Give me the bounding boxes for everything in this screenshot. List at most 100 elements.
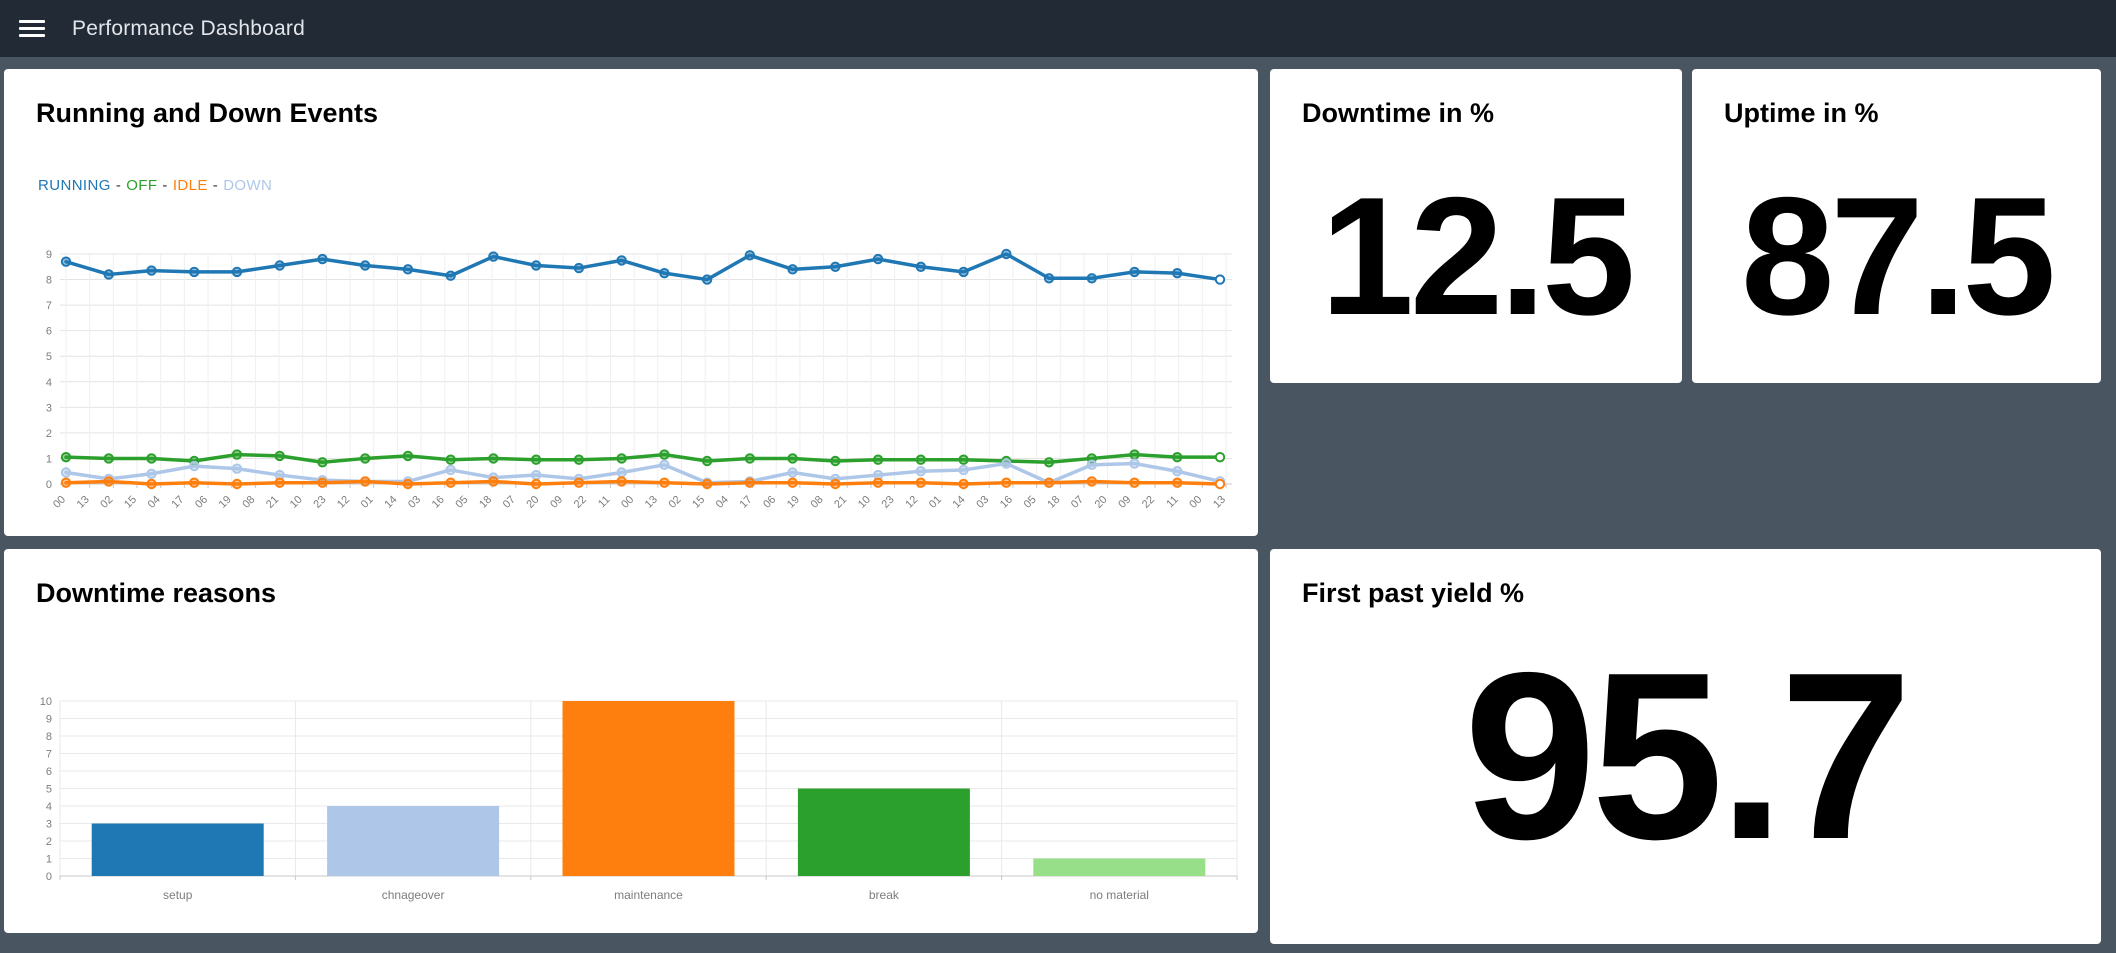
data-point-idle[interactable] bbox=[189, 477, 200, 488]
data-point-running[interactable] bbox=[872, 253, 884, 265]
data-point-idle[interactable] bbox=[1043, 477, 1055, 488]
data-point-idle[interactable] bbox=[1172, 477, 1183, 488]
data-point-idle[interactable] bbox=[1129, 477, 1140, 488]
data-point-down[interactable] bbox=[616, 467, 627, 478]
data-point-idle[interactable] bbox=[359, 476, 371, 487]
data-point-down[interactable] bbox=[1086, 459, 1097, 471]
data-point-off[interactable] bbox=[1172, 451, 1183, 463]
data-point-idle[interactable] bbox=[274, 477, 285, 488]
data-point-down[interactable] bbox=[787, 467, 798, 478]
data-point-idle[interactable] bbox=[958, 478, 969, 490]
data-point-idle[interactable] bbox=[146, 478, 157, 490]
data-point-running[interactable] bbox=[915, 261, 927, 272]
data-point-idle[interactable] bbox=[915, 477, 927, 488]
data-point-off[interactable] bbox=[317, 457, 328, 468]
data-point-running[interactable] bbox=[274, 260, 285, 271]
data-point-idle[interactable] bbox=[60, 477, 72, 488]
data-point-running[interactable] bbox=[573, 262, 585, 274]
data-point-running[interactable] bbox=[787, 264, 798, 275]
data-point-idle[interactable] bbox=[103, 476, 114, 487]
data-point-idle[interactable] bbox=[1086, 476, 1097, 487]
data-point-idle[interactable] bbox=[1214, 478, 1226, 490]
data-point-running[interactable] bbox=[659, 267, 670, 279]
data-point-running[interactable] bbox=[1129, 266, 1140, 278]
data-point-off[interactable] bbox=[701, 455, 713, 467]
data-point-running[interactable] bbox=[60, 256, 72, 267]
data-point-down[interactable] bbox=[915, 466, 927, 477]
data-point-off[interactable] bbox=[359, 453, 371, 464]
data-point-off[interactable] bbox=[103, 453, 114, 464]
menu-icon[interactable] bbox=[19, 16, 45, 41]
data-point-down[interactable] bbox=[958, 464, 969, 476]
data-point-down[interactable] bbox=[659, 459, 670, 471]
data-point-idle[interactable] bbox=[701, 478, 713, 490]
data-point-down[interactable] bbox=[1001, 458, 1012, 469]
data-point-running[interactable] bbox=[1172, 267, 1183, 279]
data-point-running[interactable] bbox=[830, 261, 841, 272]
data-point-off[interactable] bbox=[1214, 451, 1226, 463]
data-point-idle[interactable] bbox=[445, 477, 456, 488]
data-point-running[interactable] bbox=[231, 266, 243, 278]
data-point-off[interactable] bbox=[274, 450, 285, 462]
bar-no-material[interactable] bbox=[1033, 858, 1206, 877]
data-point-off[interactable] bbox=[231, 449, 243, 460]
data-point-running[interactable] bbox=[488, 251, 499, 262]
data-point-running[interactable] bbox=[1001, 248, 1012, 260]
data-point-running[interactable] bbox=[701, 274, 713, 285]
data-point-off[interactable] bbox=[616, 453, 627, 464]
data-point-off[interactable] bbox=[830, 455, 841, 467]
bar-break[interactable] bbox=[797, 788, 970, 877]
data-point-down[interactable] bbox=[1129, 458, 1140, 469]
data-point-down[interactable] bbox=[60, 467, 72, 478]
data-point-running[interactable] bbox=[744, 250, 756, 261]
data-point-down[interactable] bbox=[445, 464, 456, 476]
data-point-running[interactable] bbox=[146, 265, 157, 276]
data-point-running[interactable] bbox=[189, 266, 200, 278]
data-point-off[interactable] bbox=[1043, 457, 1055, 468]
data-point-off[interactable] bbox=[60, 451, 72, 463]
legend-item-running[interactable]: RUNNING bbox=[38, 177, 111, 194]
data-point-running[interactable] bbox=[359, 260, 371, 271]
data-point-running[interactable] bbox=[530, 260, 542, 271]
legend-item-down[interactable]: DOWN bbox=[223, 177, 273, 194]
data-point-running[interactable] bbox=[1043, 273, 1055, 284]
data-point-idle[interactable] bbox=[488, 476, 499, 487]
data-point-running[interactable] bbox=[103, 269, 114, 280]
data-point-off[interactable] bbox=[1129, 449, 1140, 460]
data-point-off[interactable] bbox=[146, 453, 157, 464]
data-point-down[interactable] bbox=[1172, 466, 1183, 477]
data-point-off[interactable] bbox=[744, 453, 756, 464]
data-point-off[interactable] bbox=[872, 454, 884, 465]
legend-item-idle[interactable]: IDLE bbox=[172, 177, 208, 194]
data-point-off[interactable] bbox=[445, 454, 456, 465]
data-point-running[interactable] bbox=[616, 255, 627, 266]
data-point-down[interactable] bbox=[189, 460, 200, 472]
data-point-idle[interactable] bbox=[573, 477, 585, 488]
downtime-reasons-bar-chart[interactable]: 0 1 2 3 4 5 6 7 8 9 10 setup chnageover maintenance br… bbox=[22, 689, 1244, 919]
data-point-idle[interactable] bbox=[317, 477, 328, 488]
data-point-off[interactable] bbox=[659, 449, 670, 460]
data-point-idle[interactable] bbox=[1001, 477, 1012, 488]
data-point-running[interactable] bbox=[445, 270, 456, 281]
data-point-off[interactable] bbox=[402, 450, 414, 462]
data-point-idle[interactable] bbox=[402, 478, 414, 490]
data-point-off[interactable] bbox=[787, 453, 798, 464]
data-point-idle[interactable] bbox=[744, 477, 756, 488]
data-point-off[interactable] bbox=[530, 454, 542, 465]
data-point-idle[interactable] bbox=[530, 478, 542, 490]
bar-setup[interactable] bbox=[91, 823, 264, 877]
data-point-running[interactable] bbox=[958, 266, 969, 278]
legend-item-off[interactable]: OFF bbox=[126, 177, 158, 194]
data-point-off[interactable] bbox=[958, 454, 969, 465]
data-point-off[interactable] bbox=[915, 454, 927, 465]
data-point-running[interactable] bbox=[402, 264, 414, 275]
data-point-idle[interactable] bbox=[787, 477, 798, 488]
data-point-running[interactable] bbox=[317, 253, 328, 265]
data-point-idle[interactable] bbox=[659, 477, 670, 488]
data-point-off[interactable] bbox=[573, 454, 585, 465]
data-point-running[interactable] bbox=[1214, 274, 1226, 285]
data-point-down[interactable] bbox=[231, 463, 243, 474]
data-point-off[interactable] bbox=[488, 453, 499, 464]
data-point-idle[interactable] bbox=[872, 477, 884, 488]
